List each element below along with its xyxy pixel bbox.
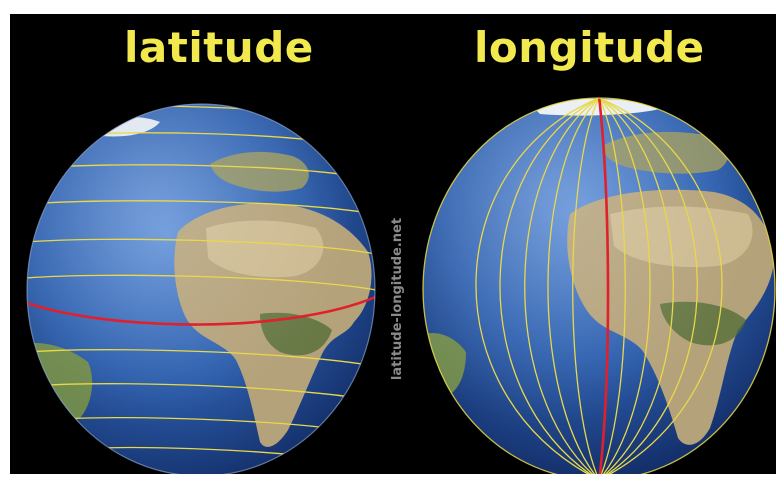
watermark-text: latitude-longitude.net xyxy=(390,217,405,381)
longitude-line xyxy=(572,98,600,474)
longitude-line xyxy=(547,98,600,474)
latitude-line xyxy=(27,274,375,291)
latitude-title: latitude xyxy=(124,23,314,72)
globe-illustration xyxy=(26,97,776,474)
longitude-line xyxy=(598,98,651,474)
black-panel: latitude longitude latitude-longitude.ne… xyxy=(10,14,776,474)
longitude-line xyxy=(499,98,600,474)
longitude-line xyxy=(475,98,600,474)
longitude-line xyxy=(524,98,600,474)
latitude-line xyxy=(27,238,375,255)
longitude-line xyxy=(598,98,698,474)
left-globe-rim xyxy=(26,103,376,474)
left-globe-sheen xyxy=(27,104,375,474)
equator-line xyxy=(27,294,375,326)
longitude-globe xyxy=(422,97,776,474)
longitude-line xyxy=(598,98,723,474)
latitude-line xyxy=(27,349,375,367)
longitude-line xyxy=(598,98,626,474)
right-globe-sheen xyxy=(423,98,775,474)
latitude-line xyxy=(27,200,375,215)
right-globe-rim xyxy=(422,97,776,474)
prime-meridian-line xyxy=(597,98,610,474)
longitude-lines xyxy=(475,98,723,474)
latitude-globe xyxy=(26,103,376,474)
longitude-title: longitude xyxy=(474,23,705,72)
latitude-line xyxy=(33,383,371,401)
longitude-line xyxy=(598,98,674,474)
